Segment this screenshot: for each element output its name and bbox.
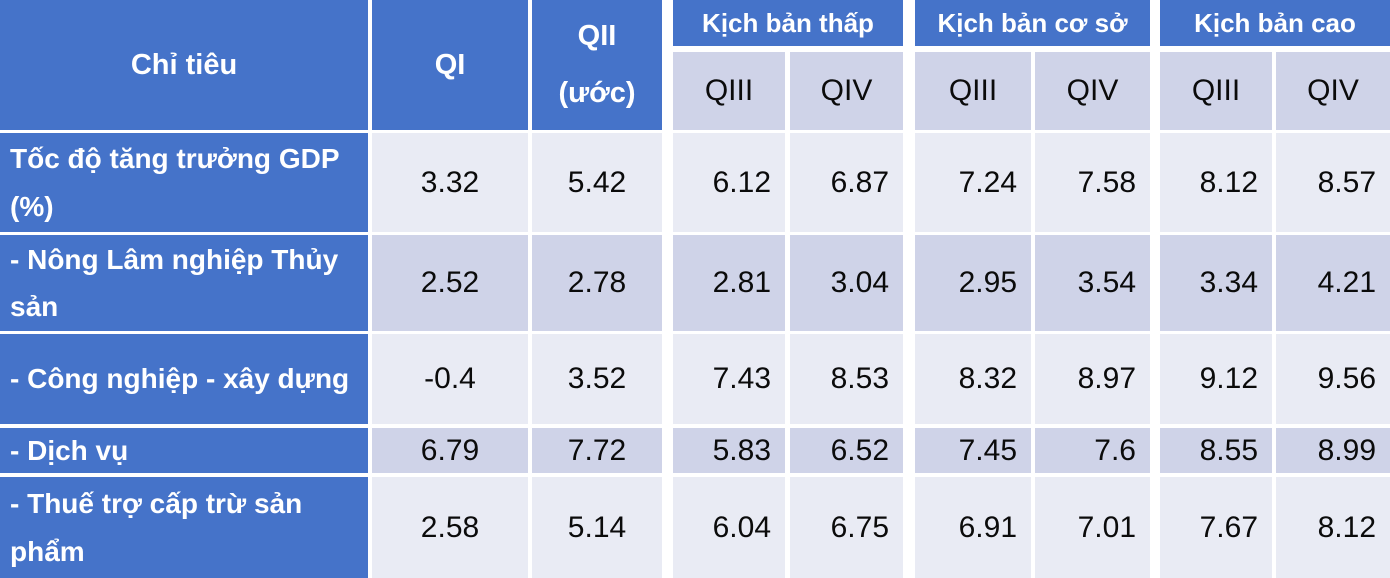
table-cell: 6.79 <box>372 428 528 473</box>
scenario-header-high: Kịch bản cao <box>1160 0 1390 46</box>
table-cell: 7.01 <box>1035 477 1150 578</box>
sub-header-low-qiv: QIV <box>790 52 903 130</box>
table-cell: 2.52 <box>372 235 528 331</box>
table-cell: 8.97 <box>1035 334 1150 424</box>
table-cell: 8.55 <box>1160 428 1272 473</box>
table-cell: 5.14 <box>532 477 662 578</box>
table-cell: 9.56 <box>1276 334 1390 424</box>
table-cell: 5.83 <box>673 428 785 473</box>
row-label-agriculture: - Nông Lâm nghiệp Thủy sản <box>0 235 368 331</box>
table-cell: 3.34 <box>1160 235 1272 331</box>
table-cell: 8.12 <box>1276 477 1390 578</box>
table-cell: 6.04 <box>673 477 785 578</box>
row-label-gdp: Tốc độ tăng trưởng GDP (%) <box>0 133 368 232</box>
column-header-indicator: Chỉ tiêu <box>0 0 368 130</box>
column-header-qii: QII (ước) <box>532 0 662 130</box>
table-cell: 7.43 <box>673 334 785 424</box>
table-cell: 5.42 <box>532 133 662 232</box>
table-cell: 7.58 <box>1035 133 1150 232</box>
column-header-qii-line2: (ước) <box>558 77 636 109</box>
row-label-services: - Dịch vụ <box>0 428 368 473</box>
table-cell: 3.04 <box>790 235 903 331</box>
table-cell: 6.87 <box>790 133 903 232</box>
sub-header-base-qiv: QIV <box>1035 52 1150 130</box>
scenario-header-low: Kịch bản thấp <box>673 0 903 46</box>
table-cell: 6.52 <box>790 428 903 473</box>
column-header-qi: QI <box>372 0 528 130</box>
table-cell: 8.99 <box>1276 428 1390 473</box>
table-cell: 6.91 <box>915 477 1031 578</box>
sub-header-high-qiv: QIV <box>1276 52 1390 130</box>
table-cell: 8.12 <box>1160 133 1272 232</box>
column-header-qii-line1: QII <box>577 20 617 52</box>
table-cell: 8.53 <box>790 334 903 424</box>
table-cell: 3.54 <box>1035 235 1150 331</box>
table-cell: 8.57 <box>1276 133 1390 232</box>
sub-header-base-qiii: QIII <box>915 52 1031 130</box>
table-cell: 8.32 <box>915 334 1031 424</box>
sub-header-high-qiii: QIII <box>1160 52 1272 130</box>
table-cell: -0.4 <box>372 334 528 424</box>
table-cell: 7.45 <box>915 428 1031 473</box>
scenario-header-base: Kịch bản cơ sở <box>915 0 1150 46</box>
row-label-taxes: - Thuế trợ cấp trừ sản phẩm <box>0 477 368 578</box>
table-cell: 2.58 <box>372 477 528 578</box>
table-cell: 3.32 <box>372 133 528 232</box>
table-cell: 2.78 <box>532 235 662 331</box>
table-cell: 2.95 <box>915 235 1031 331</box>
row-label-industry: - Công nghiệp - xây dựng <box>0 334 368 424</box>
table-cell: 2.81 <box>673 235 785 331</box>
table-cell: 9.12 <box>1160 334 1272 424</box>
table-cell: 3.52 <box>532 334 662 424</box>
table-cell: 7.24 <box>915 133 1031 232</box>
table-cell: 7.6 <box>1035 428 1150 473</box>
table-cell: 6.75 <box>790 477 903 578</box>
table-cell: 7.67 <box>1160 477 1272 578</box>
table-cell: 6.12 <box>673 133 785 232</box>
table-cell: 4.21 <box>1276 235 1390 331</box>
sub-header-low-qiii: QIII <box>673 52 785 130</box>
table-cell: 7.72 <box>532 428 662 473</box>
